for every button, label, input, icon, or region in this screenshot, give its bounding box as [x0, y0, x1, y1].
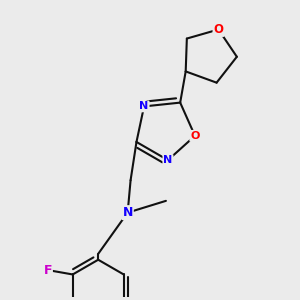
Text: O: O: [190, 131, 200, 141]
Text: F: F: [44, 263, 52, 277]
Text: N: N: [122, 206, 133, 219]
Text: N: N: [163, 155, 172, 165]
Text: O: O: [214, 23, 224, 36]
Text: N: N: [140, 101, 149, 111]
